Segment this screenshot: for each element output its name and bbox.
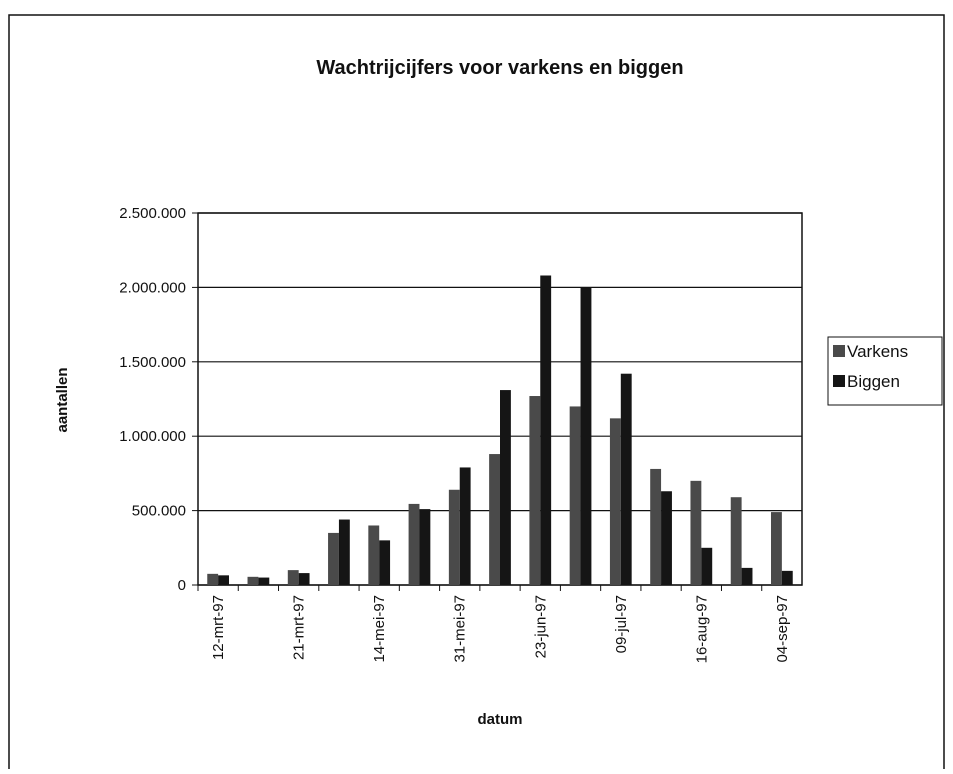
x-tick-label: 21-mrt-97 bbox=[291, 595, 308, 660]
bar bbox=[247, 576, 259, 585]
bar bbox=[298, 573, 310, 585]
x-tick-label: 31-mei-97 bbox=[452, 595, 469, 663]
bar bbox=[730, 497, 742, 585]
bar bbox=[701, 547, 713, 585]
bar bbox=[448, 489, 460, 585]
legend-swatch bbox=[833, 375, 845, 387]
bar bbox=[287, 570, 299, 585]
bar bbox=[661, 491, 672, 585]
bar bbox=[379, 540, 391, 585]
x-tick-label: 12-mrt-97 bbox=[210, 595, 227, 660]
y-tick-label: 1.000.000 bbox=[119, 428, 186, 445]
bar bbox=[489, 454, 500, 585]
bar bbox=[580, 287, 592, 585]
bar bbox=[258, 577, 270, 585]
y-tick-label: 2.000.000 bbox=[119, 279, 186, 296]
y-tick-label: 0 bbox=[178, 577, 186, 594]
bar bbox=[529, 396, 541, 585]
bar bbox=[328, 532, 339, 585]
bar bbox=[650, 468, 662, 585]
x-tick-label: 04-sep-97 bbox=[774, 595, 791, 663]
x-tick-label: 23-jun-97 bbox=[532, 595, 549, 658]
bar bbox=[781, 570, 793, 585]
bar bbox=[741, 567, 753, 585]
bar bbox=[690, 480, 702, 585]
bar bbox=[569, 406, 581, 585]
bar bbox=[609, 418, 621, 585]
bar bbox=[408, 503, 420, 585]
y-tick-label: 500.000 bbox=[132, 503, 186, 520]
chart-title: Wachtrijcijfers voor varkens en biggen bbox=[316, 57, 683, 79]
bar bbox=[368, 525, 380, 585]
bar bbox=[770, 512, 782, 585]
bar bbox=[218, 575, 230, 585]
bar bbox=[207, 573, 219, 585]
chart-frame bbox=[8, 14, 945, 774]
legend bbox=[827, 336, 943, 406]
bar bbox=[459, 467, 471, 585]
y-tick-label: 1.500.000 bbox=[119, 354, 186, 371]
x-tick-label: 09-jul-97 bbox=[613, 595, 630, 653]
x-tick-label: 14-mei-97 bbox=[371, 595, 388, 663]
bar bbox=[338, 519, 350, 585]
x-axis-label: datum bbox=[478, 711, 523, 728]
bar bbox=[540, 275, 552, 585]
legend-swatch bbox=[833, 345, 845, 357]
x-tick-label: 16-aug-97 bbox=[693, 595, 710, 663]
y-axis-label: aantallen bbox=[54, 367, 71, 432]
legend-label: Biggen bbox=[847, 372, 900, 391]
bar bbox=[620, 373, 632, 585]
bar bbox=[500, 390, 511, 585]
y-tick-label: 2.500.000 bbox=[119, 205, 186, 222]
legend-label: Varkens bbox=[847, 342, 908, 361]
bar bbox=[419, 509, 431, 585]
